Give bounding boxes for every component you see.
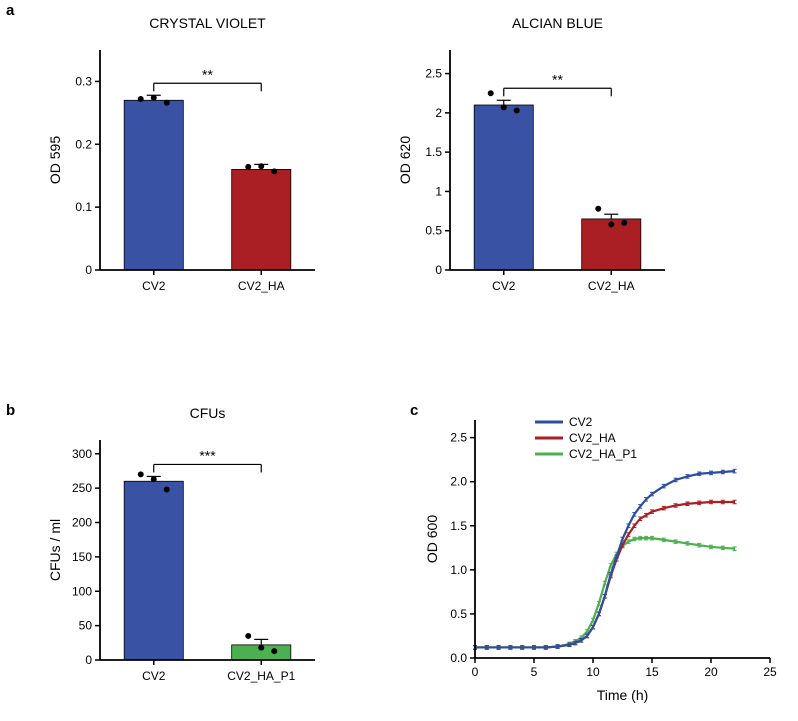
svg-text:2.5: 2.5 <box>425 67 442 81</box>
svg-text:200: 200 <box>72 516 92 530</box>
svg-text:OD 600: OD 600 <box>424 515 440 563</box>
svg-text:150: 150 <box>72 550 92 564</box>
svg-text:0: 0 <box>435 263 442 277</box>
svg-text:CV2_HA_P1: CV2_HA_P1 <box>569 447 637 461</box>
svg-text:0: 0 <box>472 665 479 679</box>
svg-text:0.5: 0.5 <box>450 607 467 621</box>
svg-text:0.2: 0.2 <box>75 137 92 151</box>
svg-text:2: 2 <box>435 106 442 120</box>
svg-text:2.0: 2.0 <box>450 475 467 489</box>
svg-text:CV2_HA_P1: CV2_HA_P1 <box>227 669 295 683</box>
svg-text:CFUs / ml: CFUs / ml <box>47 519 63 581</box>
svg-text:0.3: 0.3 <box>75 74 92 88</box>
svg-text:CV2: CV2 <box>142 669 166 683</box>
svg-text:0: 0 <box>85 263 92 277</box>
svg-text:1.5: 1.5 <box>425 145 442 159</box>
panel-c-label: c <box>410 402 418 419</box>
svg-text:10: 10 <box>586 665 600 679</box>
panel-a-label: a <box>6 2 14 19</box>
svg-text:OD 620: OD 620 <box>397 136 413 184</box>
svg-text:0: 0 <box>85 653 92 667</box>
svg-text:25: 25 <box>763 665 777 679</box>
svg-text:1.0: 1.0 <box>450 563 467 577</box>
svg-text:CV2_HA: CV2_HA <box>238 279 285 293</box>
svg-text:OD 595: OD 595 <box>47 136 63 184</box>
svg-text:0.5: 0.5 <box>425 224 442 238</box>
svg-text:***: *** <box>199 447 216 463</box>
svg-text:5: 5 <box>531 665 538 679</box>
svg-text:CRYSTAL VIOLET: CRYSTAL VIOLET <box>149 15 266 31</box>
crystal-violet-chart: CRYSTAL VIOLET 0 0.1 0.2 0.3 OD 595 CV2 CV2_HA *… <box>45 10 325 320</box>
svg-text:ALCIAN BLUE: ALCIAN BLUE <box>512 15 603 31</box>
svg-text:100: 100 <box>72 584 92 598</box>
svg-text:**: ** <box>202 66 213 82</box>
svg-text:1.5: 1.5 <box>450 519 467 533</box>
svg-text:CV2: CV2 <box>142 279 166 293</box>
svg-text:CV2_HA: CV2_HA <box>569 431 616 445</box>
svg-text:CV2: CV2 <box>569 415 593 429</box>
alcian-blue-chart: ALCIAN BLUE 0 0.5 1 1.5 2 2.5 OD 620 CV2 CV2_HA ** <box>395 10 675 320</box>
svg-text:1: 1 <box>435 184 442 198</box>
svg-text:0.1: 0.1 <box>75 200 92 214</box>
svg-text:0.0: 0.0 <box>450 651 467 665</box>
svg-text:250: 250 <box>72 481 92 495</box>
svg-text:2.5: 2.5 <box>450 431 467 445</box>
growth-curve-chart: 0.0 0.5 1.0 1.5 2.0 2.5 0 5 10 15 20 25 OD 600 Time (… <box>420 400 780 710</box>
svg-text:CV2: CV2 <box>492 279 516 293</box>
svg-text:CV2_HA: CV2_HA <box>588 279 635 293</box>
svg-text:Time (h): Time (h) <box>597 687 649 703</box>
svg-text:CFUs: CFUs <box>190 405 226 421</box>
svg-text:15: 15 <box>645 665 659 679</box>
svg-text:20: 20 <box>704 665 718 679</box>
svg-text:300: 300 <box>72 447 92 461</box>
svg-text:50: 50 <box>79 619 93 633</box>
cfu-chart: CFUs 0 50 100 150 200 250 300 CFUs / ml CV2 CV2_HA… <box>45 400 325 710</box>
panel-b-label: b <box>6 402 15 419</box>
svg-text:**: ** <box>552 71 563 87</box>
